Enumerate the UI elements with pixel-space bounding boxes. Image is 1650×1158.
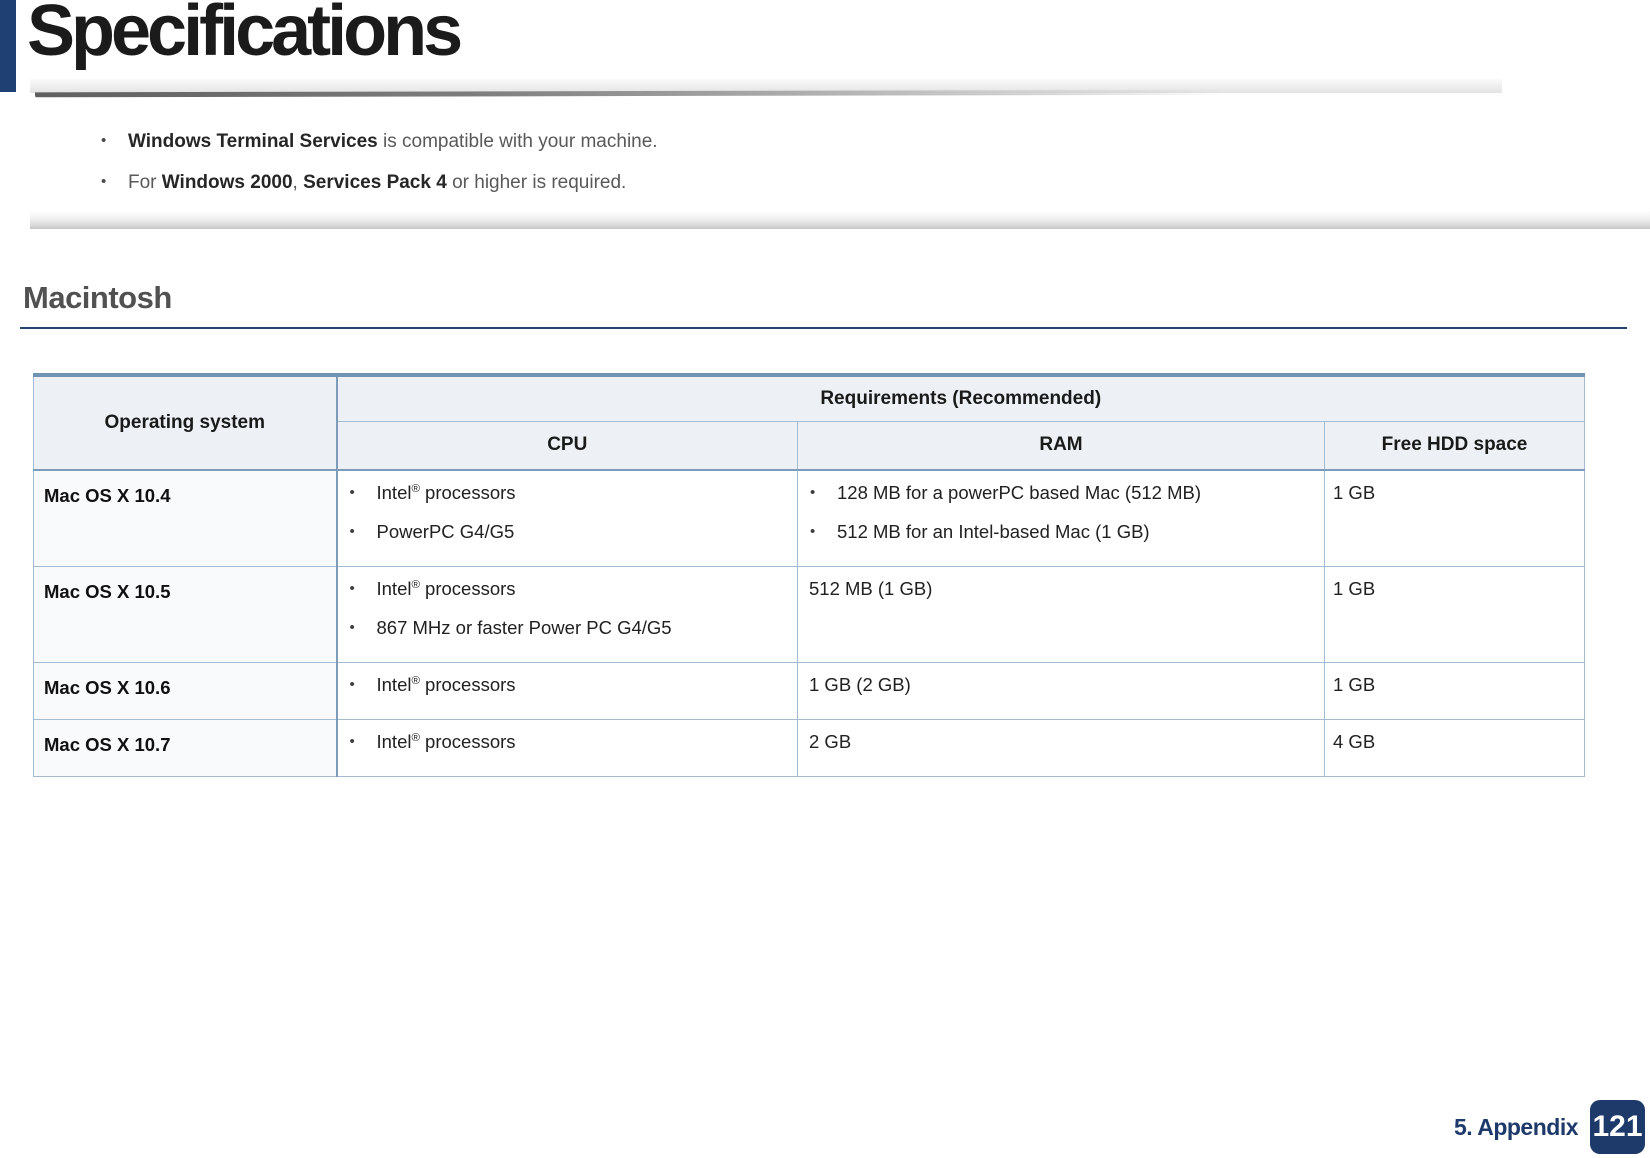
column-header-ram: RAM: [797, 420, 1325, 471]
cell-operating-system: Mac OS X 10.4: [33, 469, 338, 567]
cell-cpu: Intel® processors 867 MHz or faster Power…: [336, 566, 798, 663]
column-header-operating-system: Operating system: [33, 374, 338, 471]
cell-text: 1 GB: [1333, 674, 1376, 695]
cell-bullet-item: Intel® processors: [338, 576, 790, 602]
requirements-table: Operating system Requirements (Recommend…: [33, 373, 1586, 777]
notes-list: Windows Terminal Services is compatible …: [96, 128, 658, 211]
cell-bullet-item: 128 MB for a powerPC based Mac (512 MB): [798, 480, 1316, 506]
cell-bullet-item: Intel® processors: [338, 729, 790, 755]
cell-text: 2 GB: [809, 731, 852, 752]
note-text-segment: is compatible with your machine.: [377, 131, 658, 152]
cell-bullet-item: Intel® processors: [338, 672, 790, 698]
cell-ram: 1 GB (2 GB): [797, 662, 1325, 720]
table-header-sub-row: CPU RAM Free HDD space: [34, 420, 1586, 471]
cell-bullet-item: 867 MHz or faster Power PC G4/G5: [338, 615, 790, 641]
note-text-segment: Windows 2000: [161, 172, 293, 193]
cell-bullet-list: Intel® processors: [338, 672, 790, 698]
title-accent-bar: [0, 0, 16, 92]
page-title: Specifications: [27, 0, 463, 71]
cell-bullet-list: Intel® processors 867 MHz or faster Power…: [338, 576, 790, 641]
cell-text: 1 GB (2 GB): [809, 674, 911, 695]
cell-bullet-list: Intel® processors PowerPC G4/G5: [338, 480, 790, 545]
column-header-hdd: Free HDD space: [1323, 420, 1586, 471]
notes-divider-band: [30, 211, 1650, 229]
cell-ram: 2 GB: [797, 719, 1325, 777]
column-header-cpu: CPU: [336, 420, 798, 471]
cell-hdd: 1 GB: [1323, 662, 1586, 720]
page-number-badge: 121: [1590, 1100, 1645, 1154]
cell-cpu: Intel® processors: [336, 719, 798, 777]
cell-bullet-list: Intel® processors: [338, 729, 790, 755]
column-header-requirements: Requirements (Recommended): [335, 374, 1586, 422]
cell-text: 4 GB: [1333, 731, 1376, 752]
section-rule: [20, 327, 1627, 329]
title-shadow-edge: [34, 89, 1291, 98]
section-heading: Macintosh: [23, 280, 172, 315]
cell-cpu: Intel® processors PowerPC G4/G5: [336, 469, 798, 567]
cell-cpu: Intel® processors: [336, 662, 798, 720]
cell-hdd: 1 GB: [1323, 469, 1586, 567]
table-row: Mac OS X 10.6Intel® processors 1 GB (2 GB…: [33, 662, 1586, 720]
cell-bullet-item: Intel® processors: [338, 480, 790, 506]
cell-bullet-item: 512 MB for an Intel-based Mac (1 GB): [798, 519, 1316, 545]
cell-bullet-item: PowerPC G4/G5: [338, 519, 790, 545]
table-row: Mac OS X 10.5Intel® processors 867 MHz or…: [33, 566, 1586, 663]
cell-text: 1 GB: [1333, 482, 1376, 503]
note-item: For Windows 2000, Services Pack 4 or hig…: [96, 169, 658, 196]
cell-text: 512 MB (1 GB): [809, 578, 933, 599]
title-shadow-band: [30, 79, 1502, 98]
note-text-segment: Windows Terminal Services: [128, 131, 378, 152]
cell-operating-system: Mac OS X 10.5: [33, 566, 338, 663]
cell-hdd: 4 GB: [1323, 719, 1586, 777]
cell-ram: 128 MB for a powerPC based Mac (512 MB) 5…: [797, 469, 1325, 567]
cell-operating-system: Mac OS X 10.7: [33, 719, 338, 777]
note-text-segment: Services Pack 4: [303, 172, 447, 193]
table-header-group-row: Operating system Requirements (Recommend…: [33, 374, 1586, 471]
cell-hdd: 1 GB: [1323, 566, 1586, 663]
note-text-segment: For: [128, 172, 162, 193]
table-row: Mac OS X 10.4Intel® processors PowerPC G4…: [33, 469, 1586, 567]
cell-ram: 512 MB (1 GB): [797, 566, 1325, 663]
cell-text: 1 GB: [1333, 578, 1376, 599]
page-footer: 5. Appendix 121: [1454, 1100, 1645, 1154]
cell-bullet-list: 128 MB for a powerPC based Mac (512 MB) 5…: [798, 480, 1316, 545]
cell-operating-system: Mac OS X 10.6: [33, 662, 338, 720]
table-row: Mac OS X 10.7Intel® processors 2 GB 4 GB: [33, 719, 1586, 777]
note-text-segment: or higher is required.: [446, 172, 627, 193]
note-item: Windows Terminal Services is compatible …: [96, 128, 658, 155]
note-text-segment: ,: [292, 172, 304, 193]
footer-appendix-link[interactable]: 5. Appendix: [1454, 1113, 1579, 1140]
